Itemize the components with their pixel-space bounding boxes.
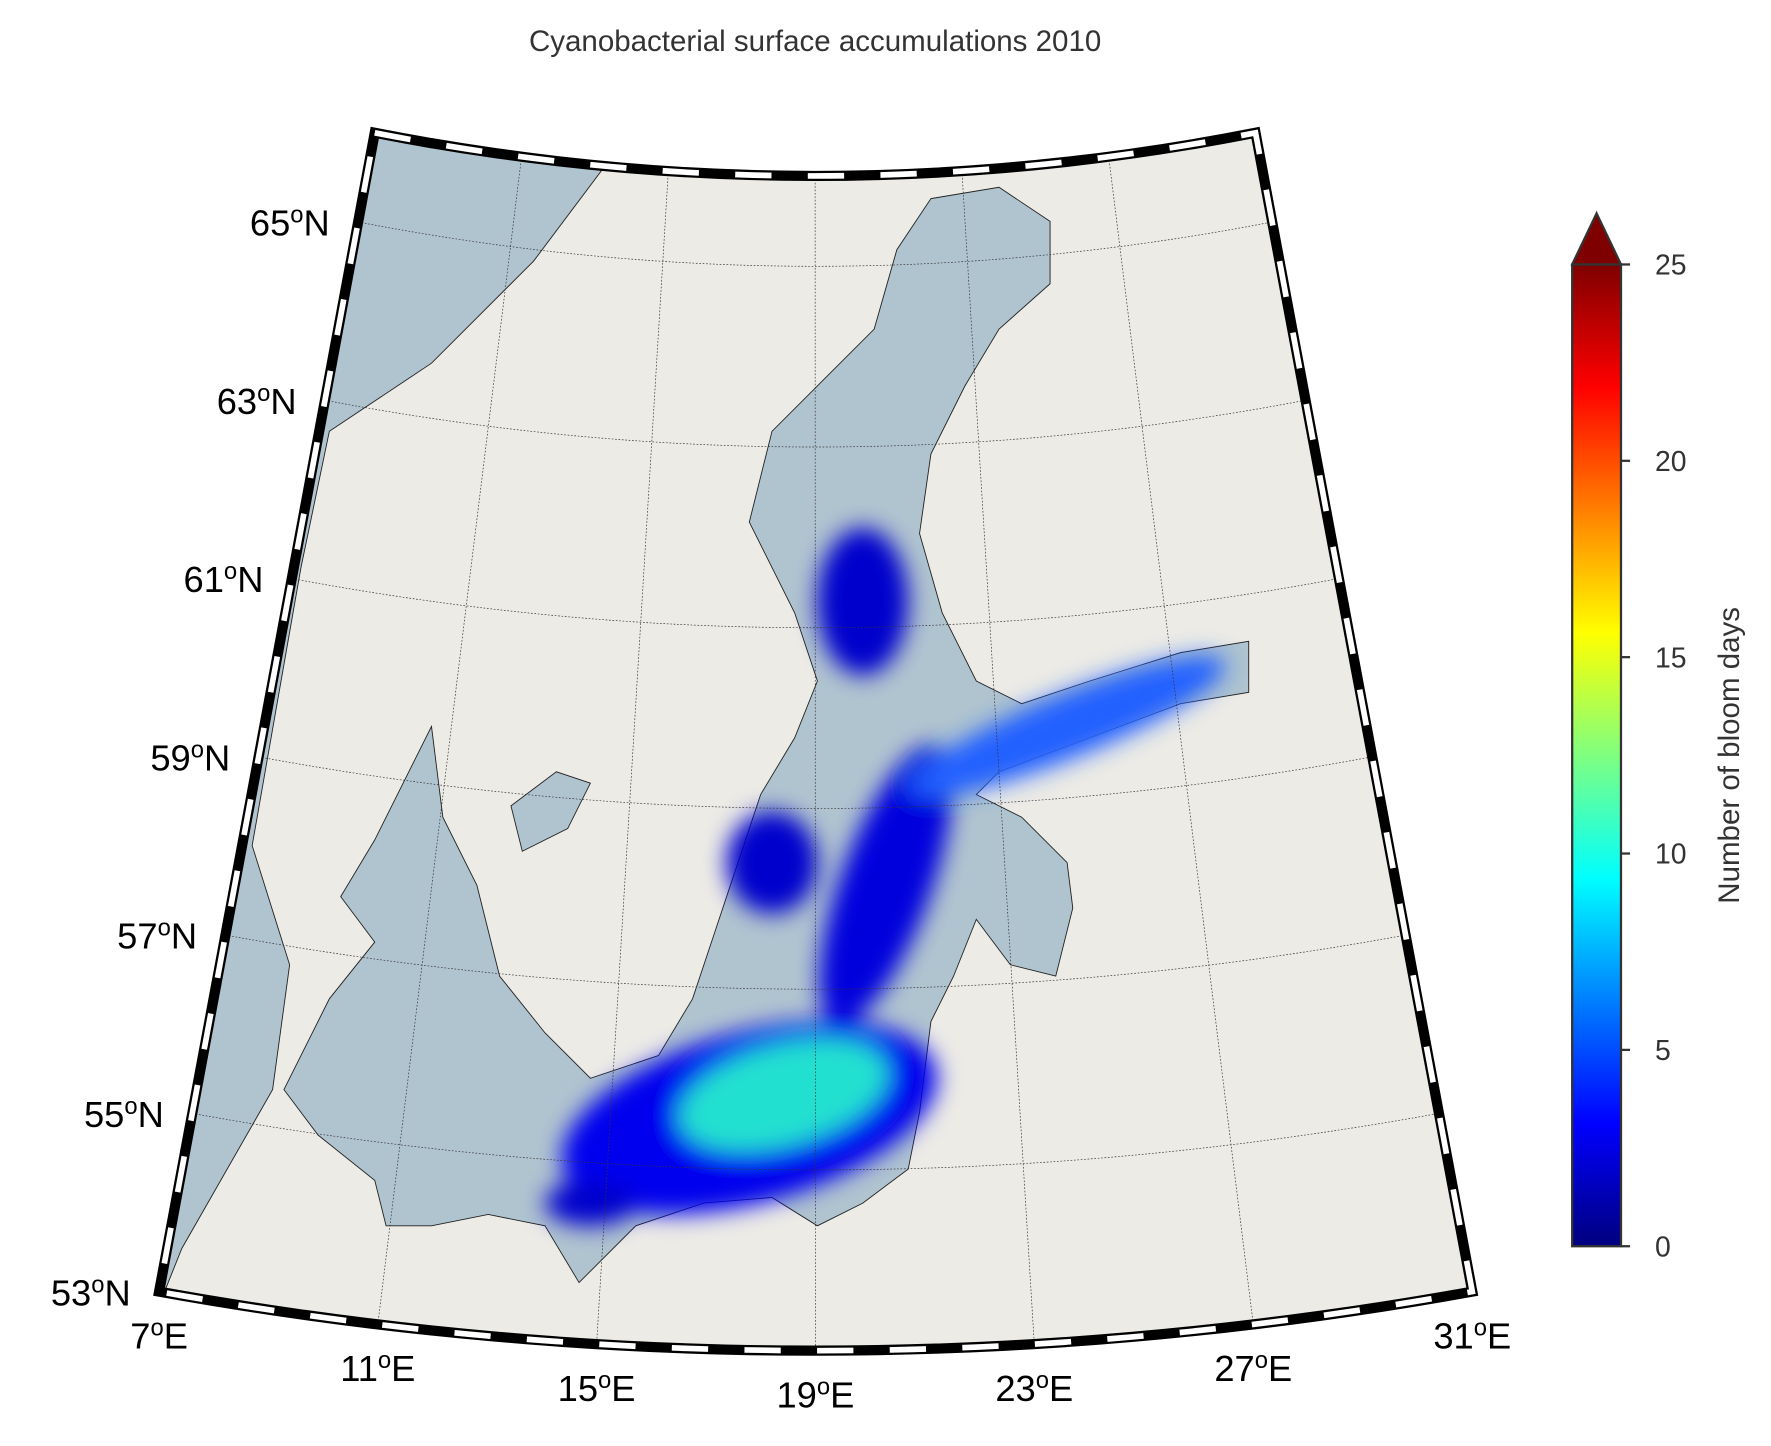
degree-mark: o [150,1314,163,1341]
lon-label: 11oE [340,1347,415,1389]
hemisphere: E [830,1374,854,1415]
lon-label: 7oE [130,1314,188,1356]
degree-mark: o [91,1271,104,1298]
parallel [324,399,1306,448]
hemisphere: N [138,1094,164,1135]
degree-mark: o [257,379,270,406]
hemisphere: N [204,737,230,778]
label-number: 55 [84,1094,124,1135]
hemisphere: N [270,381,296,422]
hemisphere: N [304,203,330,244]
map-area [159,132,1473,1351]
colorbar-tick-label: 10 [1655,839,1687,871]
label-number: 31 [1433,1315,1473,1356]
colorbar-tick-label: 20 [1655,446,1687,478]
parallel [192,1113,1440,1171]
bloom-imagery [544,527,1226,1226]
hemisphere: E [1268,1348,1292,1389]
label-number: 61 [184,559,224,600]
colorbar-label: Number of bloom days [1713,607,1746,904]
label-number: 11 [340,1348,378,1389]
colorbar-gradient [1572,264,1621,1247]
parallel [258,756,1373,809]
lat-label: 57oN [117,914,197,957]
lon-label: 31oE [1433,1314,1511,1356]
lat-label: 59oN [150,736,230,779]
lat-label: 61oN [184,558,264,601]
lake-vanern [510,771,592,852]
lat-label: 53oN [51,1271,131,1313]
lon-label: 27oE [1214,1347,1292,1389]
hemisphere: E [611,1368,635,1409]
degree-mark: o [124,1092,137,1119]
degree-mark: o [817,1373,830,1400]
colorbar: 0 5 10 15 20 25 Number of bloom days [1570,210,1746,1263]
label-number: 15 [558,1368,598,1409]
baltic-sea [283,186,1250,1284]
lat-label: 65oN [250,201,330,244]
degree-mark: o [1036,1366,1049,1393]
label-number: 65 [250,203,290,244]
label-number: 53 [51,1272,91,1313]
colorbar-tick-label: 25 [1655,250,1687,282]
hemisphere: E [1049,1368,1073,1409]
colorbar-tick-label: 15 [1655,642,1687,674]
label-number: 57 [117,916,157,957]
lat-label: 55oN [84,1092,164,1135]
label-number: 23 [995,1368,1035,1409]
degree-mark: o [378,1347,391,1374]
hemisphere: N [104,1272,130,1313]
degree-mark: o [290,201,303,228]
degree-mark: o [1255,1347,1268,1374]
parallel [358,221,1273,267]
lon-label: 15oE [558,1366,636,1408]
hemisphere: E [1487,1315,1511,1356]
label-number: 63 [217,381,257,422]
degree-mark: o [1474,1314,1487,1341]
degree-mark: o [598,1366,611,1393]
label-number: 19 [776,1374,816,1415]
parallel [225,934,1406,990]
map-frame [153,126,1479,1356]
colorbar-tick-label: 0 [1655,1231,1671,1263]
title: Cyanobacterial surface accumulations 201… [529,25,1101,58]
lon-label: 19oE [776,1373,854,1416]
degree-mark: o [224,558,237,585]
label-number: 59 [150,737,190,778]
degree-mark: o [191,736,204,763]
label-number: 27 [1214,1348,1254,1389]
label-number: 7 [130,1315,150,1356]
colorbar-extension [1570,210,1623,266]
hemisphere: E [391,1348,415,1389]
hemisphere: N [237,559,263,600]
hemisphere: N [171,916,197,957]
colorbar-tick-label: 5 [1655,1035,1671,1067]
lat-label: 63oN [217,379,297,421]
hemisphere: E [164,1315,188,1356]
degree-mark: o [158,914,171,941]
colorbar-outline [1571,263,1623,1248]
lon-label: 23oE [995,1366,1073,1408]
